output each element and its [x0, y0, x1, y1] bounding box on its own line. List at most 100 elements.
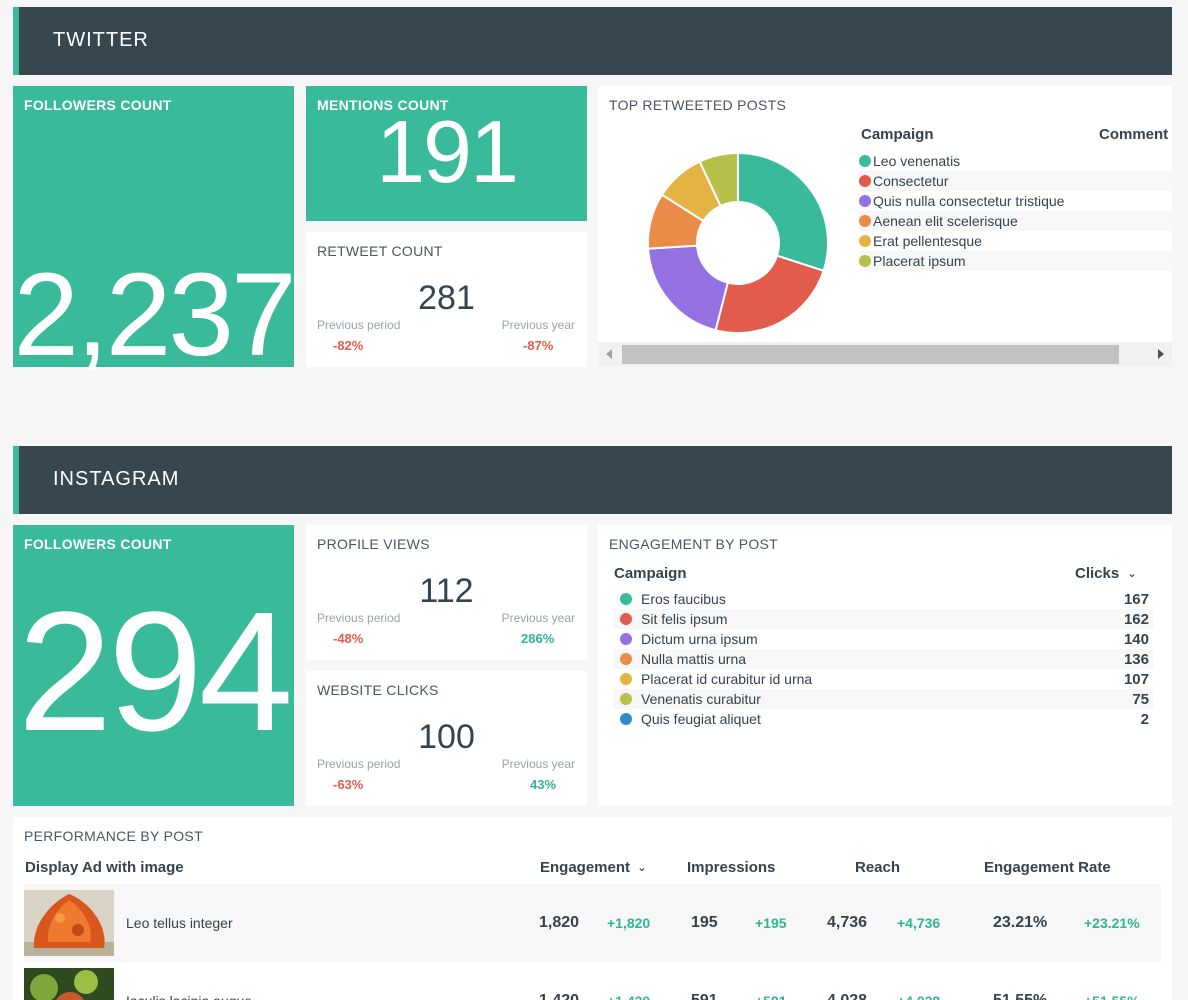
- profile-views-prev-period-label: Previous period: [317, 611, 401, 625]
- legend-item[interactable]: Consectetur: [859, 171, 1172, 191]
- instagram-followers-card: FOLLOWERS COUNT 294: [13, 525, 294, 806]
- retweet-value: 281: [418, 279, 475, 317]
- engagement-row-label: Dictum urna ipsum: [641, 631, 758, 647]
- scroll-left-icon[interactable]: [606, 349, 612, 359]
- performance-row[interactable]: Iaculis lacinia augue 1,420 +1,420 591 +591 4…: [24, 962, 1161, 1000]
- legend-item-label: Leo venenatis: [873, 153, 961, 169]
- website-clicks-prev-period-value: -63%: [333, 777, 364, 792]
- twitter-followers-label: FOLLOWERS COUNT: [24, 97, 172, 113]
- post-engagement-delta: +1,820: [607, 915, 651, 931]
- engagement-row[interactable]: Placerat id curabitur id urna 107: [613, 669, 1153, 689]
- donut-slice[interactable]: [714, 254, 825, 334]
- mentions-value: 191: [376, 102, 519, 201]
- post-name: Leo tellus integer: [126, 915, 233, 931]
- engagement-row-value: 136: [1123, 650, 1149, 668]
- engagement-row[interactable]: Eros faucibus 167: [613, 589, 1153, 609]
- engagement-header-clicks-label: Clicks: [1075, 565, 1120, 582]
- performance-row[interactable]: Leo tellus integer 1,820 +1,820 195 +195 4,73…: [24, 884, 1161, 962]
- legend-item-label: Quis nulla consectetur tristique: [873, 193, 1065, 209]
- website-clicks-prev-year-label: Previous year: [501, 757, 575, 771]
- legend-item[interactable]: Aenean elit scelerisque: [859, 211, 1172, 231]
- performance-label: PERFORMANCE BY POST: [24, 828, 203, 844]
- perf-header-impressions: Impressions: [687, 859, 776, 876]
- engagement-row-value: 2: [1140, 710, 1149, 728]
- post-reach-delta: +4,736: [897, 915, 941, 931]
- post-rate-delta: +23.21%: [1084, 915, 1140, 931]
- website-clicks-label: WEBSITE CLICKS: [317, 682, 439, 698]
- instagram-followers-value: 294: [17, 577, 294, 767]
- engagement-header-clicks[interactable]: Clicks ⌄: [1075, 565, 1137, 582]
- engagement-row[interactable]: Sit felis ipsum 162: [613, 609, 1153, 629]
- profile-views-prev-period-value: -48%: [333, 631, 364, 646]
- post-impressions-delta: +195: [755, 915, 787, 931]
- perf-header-engagement-rate: Engagement Rate: [984, 859, 1111, 876]
- engagement-row-label: Eros faucibus: [641, 591, 726, 607]
- legend-dot-icon: [859, 235, 871, 247]
- sort-chevron-icon[interactable]: ⌄: [637, 862, 647, 874]
- engagement-label: ENGAGEMENT BY POST: [609, 536, 779, 552]
- donut-chart: [647, 151, 829, 334]
- scroll-right-icon[interactable]: [1158, 349, 1164, 359]
- post-rate: 23.21%: [993, 914, 1048, 931]
- engagement-row-value: 140: [1123, 630, 1149, 648]
- donut-slice[interactable]: [698, 151, 739, 208]
- legend-item[interactable]: Leo venenatis: [859, 151, 1172, 171]
- mentions-label: MENTIONS COUNT: [317, 97, 449, 113]
- instagram-header: INSTAGRAM: [13, 446, 1172, 514]
- legend-item-label: Erat pellentesque: [873, 233, 982, 249]
- twitter-title: TWITTER: [53, 29, 149, 51]
- engagement-row-label: Sit felis ipsum: [641, 611, 728, 627]
- engagement-row[interactable]: Nulla mattis urna 136: [613, 649, 1153, 669]
- engagement-dot-icon: [620, 613, 632, 625]
- horizontal-scrollbar[interactable]: [598, 342, 1172, 366]
- legend-item-label: Consectetur: [873, 173, 949, 189]
- profile-views-value: 112: [419, 572, 474, 610]
- post-reach: 4,028: [827, 992, 867, 1000]
- engagement-dot-icon: [620, 693, 632, 705]
- website-clicks-prev-year-value: 43%: [530, 777, 557, 792]
- engagement-row-value: 167: [1123, 590, 1149, 608]
- top-retweeted-card: TOP RETWEETED POSTS Campaign Comment Leo…: [598, 86, 1172, 342]
- perf-header-engagement[interactable]: Engagement ⌄: [540, 859, 646, 876]
- website-clicks-prev-period-label: Previous period: [317, 757, 401, 771]
- perf-header-ad: Display Ad with image: [25, 859, 184, 876]
- profile-views-prev-year-label: Previous year: [501, 611, 575, 625]
- legend-item[interactable]: Quis nulla consectetur tristique: [859, 191, 1172, 211]
- post-engagement-delta: +1,420: [607, 993, 650, 1000]
- twitter-followers-value: 2,237: [13, 249, 296, 381]
- engagement-row-label: Placerat id curabitur id urna: [641, 671, 813, 687]
- sort-chevron-icon[interactable]: ⌄: [1127, 568, 1137, 580]
- retweet-label: RETWEET COUNT: [317, 243, 443, 259]
- donut-slice[interactable]: [647, 244, 730, 332]
- post-reach-delta: +4,028: [897, 993, 940, 1000]
- engagement-row[interactable]: Venenatis curabitur 75: [613, 689, 1153, 709]
- legend-header-campaign: Campaign: [861, 126, 934, 143]
- engagement-row[interactable]: Quis feugiat aliquet 2: [613, 709, 1153, 729]
- legend-dot-icon: [859, 175, 871, 187]
- retweet-prev-year-value: -87%: [523, 338, 554, 353]
- mentions-card: MENTIONS COUNT 191: [306, 86, 587, 221]
- retweet-prev-period-label: Previous period: [317, 318, 401, 332]
- post-name: Iaculis lacinia augue: [126, 993, 252, 1000]
- scrollbar-thumb[interactable]: [622, 345, 1119, 364]
- donut-slice[interactable]: [737, 151, 829, 273]
- engagement-dot-icon: [620, 653, 632, 665]
- post-impressions-delta: +591: [755, 993, 787, 1000]
- top-retweeted-label: TOP RETWEETED POSTS: [609, 97, 787, 113]
- post-engagement: 1,820: [539, 914, 580, 931]
- engagement-row[interactable]: Dictum urna ipsum 140: [613, 629, 1153, 649]
- twitter-header: TWITTER: [13, 7, 1172, 75]
- twitter-followers-card: FOLLOWERS COUNT 2,237: [13, 86, 297, 374]
- profile-views-card: PROFILE VIEWS 112 Previous period Previo…: [306, 525, 587, 660]
- engagement-row-value: 162: [1123, 610, 1149, 628]
- post-impressions: 591: [691, 992, 718, 1000]
- profile-views-label: PROFILE VIEWS: [317, 536, 430, 552]
- legend-dot-icon: [859, 255, 871, 267]
- retweet-prev-period-value: -82%: [333, 338, 364, 353]
- engagement-dot-icon: [620, 633, 632, 645]
- legend-item[interactable]: Erat pellentesque: [859, 231, 1172, 251]
- legend-dot-icon: [859, 155, 871, 167]
- engagement-row-value: 107: [1123, 670, 1149, 688]
- legend-item[interactable]: Placerat ipsum: [859, 251, 1172, 271]
- profile-views-prev-year-value: 286%: [521, 631, 555, 646]
